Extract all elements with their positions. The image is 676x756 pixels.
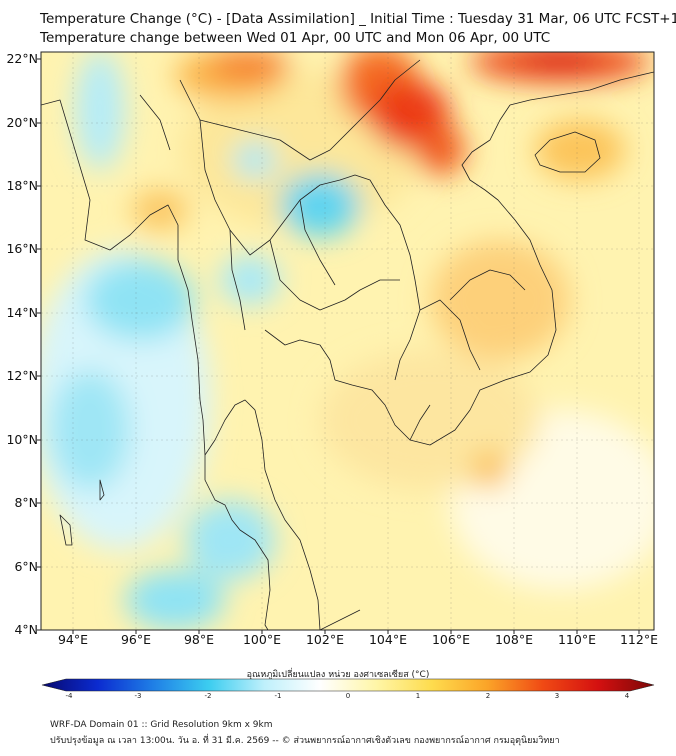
lon-label: 110°E [557,632,596,647]
lon-label: 112°E [619,632,658,647]
lon-label: 102°E [305,632,344,647]
colorbar-tick: 2 [485,692,491,700]
colorbar-gradient [41,678,655,692]
lat-label: 6°N [14,559,38,574]
colorbar-tick: -1 [274,692,282,700]
colorbar-tick: 4 [624,692,630,700]
footer-model-info: WRF-DA Domain 01 :: Grid Resolution 9km … [50,720,273,730]
lat-label: 12°N [6,368,38,383]
lat-label: 14°N [6,305,38,320]
lon-label: 98°E [183,632,215,647]
colorbar-tick: -4 [65,692,73,700]
lat-label: 16°N [6,241,38,256]
colorbar-label: อุณหภูมิเปลี่ยนแปลง หน่วย องศาเซลเซียส (… [246,670,430,680]
lon-label: 94°E [57,632,89,647]
lon-label: 108°E [494,632,533,647]
colorbar-tick: 1 [415,692,421,700]
lon-label: 104°E [368,632,407,647]
lat-label: 10°N [6,432,38,447]
lon-label: 106°E [431,632,470,647]
temperature-change-map [37,51,655,634]
lon-label: 96°E [120,632,152,647]
map-frame [40,51,655,631]
gridlines [41,52,654,630]
temperature-field [41,52,654,630]
colorbar [41,678,655,692]
lat-label: 8°N [14,495,38,510]
colorbar-tick: 3 [554,692,560,700]
chart-title: Temperature Change (°C) - [Data Assimila… [40,11,676,27]
lon-label: 100°E [242,632,281,647]
lat-label: 4°N [14,622,38,637]
coastlines-and-borders [41,59,654,630]
colorbar-tick: 0 [345,692,351,700]
colorbar-tick: -2 [204,692,212,700]
footer-credits: ปรับปรุงข้อมูล ณ เวลา 13:00น. วัน อ. ที่… [50,736,560,746]
colorbar-tick: -3 [134,692,142,700]
lat-label: 20°N [6,115,38,130]
lat-label: 18°N [6,178,38,193]
chart-subtitle: Temperature change between Wed 01 Apr, 0… [40,30,551,46]
axis-ticks [37,58,640,634]
lat-label: 22°N [6,51,38,66]
